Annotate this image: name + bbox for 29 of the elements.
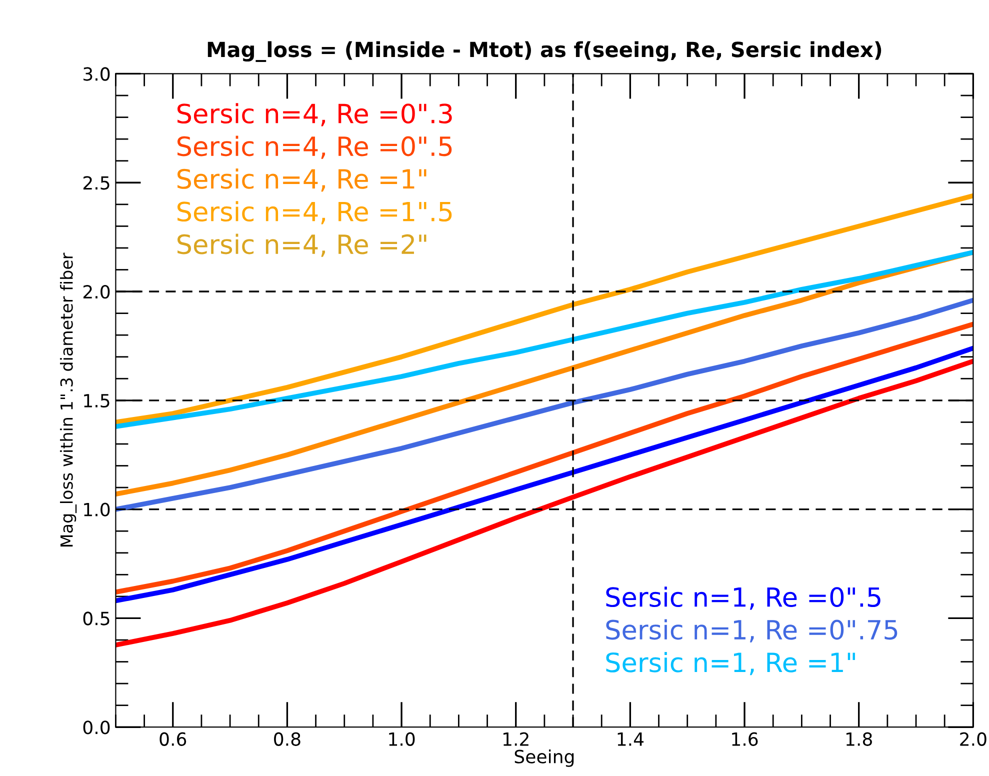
y-tick-label: 2.0 bbox=[83, 284, 110, 299]
x-tick-label: 0.6 bbox=[160, 732, 186, 746]
y-tick-label: 0.5 bbox=[83, 612, 110, 626]
text: Sersic n=4, Re =1" bbox=[177, 168, 426, 192]
x-tick-label: 1.2 bbox=[503, 732, 528, 746]
x-axis-title: Seeing bbox=[514, 749, 574, 767]
text: Sersic n=4, Re =0".3 bbox=[177, 103, 452, 126]
y-tick-label: 0.0 bbox=[83, 720, 110, 734]
y-tick-label: 1.5 bbox=[84, 394, 110, 408]
text: Sersic n=1, Re =1" bbox=[606, 652, 855, 676]
line-series bbox=[116, 358, 974, 648]
text: Sersic n=4, Re =0".5 bbox=[177, 136, 452, 159]
y-tick-label: 3.0 bbox=[84, 67, 110, 81]
text: Sersic n=1, Re =0".75 bbox=[606, 619, 898, 642]
chart-title: Mag_loss = (Minside - Mtot) as f(seeing, Re, Sersic index) bbox=[208, 41, 882, 62]
legend-label: Sersic n=4, Re =2" bbox=[177, 234, 426, 257]
x-tick-label: 1.0 bbox=[389, 732, 415, 746]
x-tick-label: 0.8 bbox=[274, 732, 300, 746]
x-tick-label: 1.8 bbox=[846, 732, 872, 746]
y-axis-title: Mag_loss within 1".3 diameter fiber bbox=[60, 252, 77, 546]
x-tick-label: 1.4 bbox=[618, 732, 644, 746]
text: Sersic n=4, Re =1".5 bbox=[177, 201, 452, 224]
y-tick-label: 1.0 bbox=[84, 502, 110, 516]
y-tick-label: 2.5 bbox=[83, 176, 110, 190]
line-series bbox=[116, 193, 974, 425]
line-series bbox=[116, 298, 974, 512]
text: Sersic n=1, Re =0".5 bbox=[606, 586, 880, 610]
x-tick-label: 2.0 bbox=[960, 732, 986, 746]
x-tick-label: 1.6 bbox=[732, 732, 758, 746]
